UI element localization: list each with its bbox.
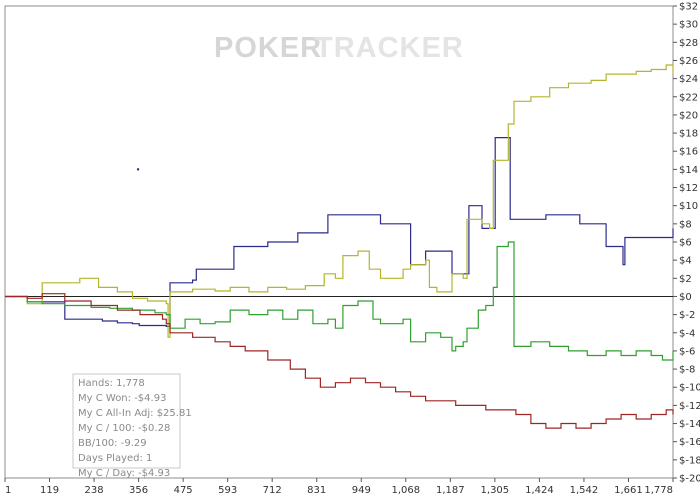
x-tick-label: 475 [174, 485, 193, 496]
y-tick-label: $-6 [679, 346, 695, 357]
y-tick-label: $14 [679, 165, 698, 176]
y-tick-label: $-2 [679, 310, 695, 321]
x-tick-label: 1,068 [391, 485, 420, 496]
y-tick-label: $4 [679, 256, 692, 267]
stats-bb-per-100: BB/100: -9.29 [78, 438, 147, 449]
y-tick-label: $28 [679, 38, 698, 49]
x-tick-label: 1,187 [436, 485, 465, 496]
y-tick-label: $-10 [679, 383, 700, 394]
x-tick-label: 356 [129, 485, 148, 496]
y-tick-label: $18 [679, 129, 698, 140]
x-tick-label: 1,542 [570, 485, 599, 496]
y-tick-label: $32 [679, 2, 698, 13]
data-marker-dot [136, 168, 140, 171]
series-line-3 [5, 241, 674, 361]
y-tick-label: $-14 [679, 419, 700, 430]
series-line-4 [5, 293, 674, 429]
marker-layer [136, 168, 140, 171]
x-tick-label: 1,305 [481, 485, 510, 496]
x-axis: 1 119 238 356 475 593 712 831 949 1,068 1,187 1,305… [4, 478, 674, 496]
stats-per-100: My C / 100: -$0.28 [78, 423, 170, 434]
x-tick-label: 119 [40, 485, 59, 496]
pokertracker-watermark: POKER TRACKER [214, 32, 464, 64]
y-tick-label: $20 [679, 110, 698, 121]
stats-won: My C Won: -$4.93 [78, 393, 166, 404]
series-line-2 [5, 64, 674, 338]
x-tick-label: 1,424 [525, 485, 554, 496]
y-tick-label: $16 [679, 147, 698, 158]
y-tick-label: $10 [679, 201, 698, 212]
y-tick-label: $6 [679, 238, 692, 249]
y-tick-label: $-16 [679, 437, 700, 448]
y-tick-label: $-4 [679, 328, 695, 339]
watermark-part-2: TRACKER [315, 32, 464, 64]
x-tick-label: 1 [5, 485, 11, 496]
y-tick-label: $30 [679, 20, 698, 31]
y-tick-label: $26 [679, 56, 698, 67]
stats-hands: Hands: 1,778 [78, 378, 145, 389]
series-layer [5, 64, 674, 429]
y-tick-label: $2 [679, 274, 692, 285]
y-tick-label: $-20 [679, 474, 700, 485]
stats-per-day: My C / Day: -$4.93 [78, 468, 170, 479]
y-tick-label: $12 [679, 183, 698, 194]
y-tick-label: $8 [679, 219, 692, 230]
y-tick-label: $-18 [679, 455, 700, 466]
y-tick-label: $0 [679, 292, 692, 303]
x-tick-label: 1,661 [614, 485, 643, 496]
y-tick-label: $-8 [679, 365, 695, 376]
stats-tooltip-frame [72, 373, 181, 469]
stats-allin-adj: My C All-In Adj: $25.81 [78, 408, 192, 419]
y-axis: $32 $30 $28 $26 $24 $22 $20 $18 $16 $14 $12 $10 $8 $6… [673, 2, 700, 485]
x-tick-label: 831 [307, 485, 326, 496]
series-line-1 [5, 137, 674, 327]
x-tick-label: 593 [218, 485, 237, 496]
y-tick-label: $22 [679, 92, 698, 103]
y-tick-label: $-12 [679, 401, 700, 412]
y-tick-label: $24 [679, 74, 698, 85]
x-tick-label: 1,778 [644, 485, 673, 496]
x-tick-label: 949 [352, 485, 371, 496]
stats-days-played: Days Played: 1 [78, 453, 152, 464]
x-tick-label: 712 [263, 485, 282, 496]
x-tick-label: 238 [85, 485, 104, 496]
stats-tooltip: Hands: 1,778 My C Won: -$4.93 My C All-I… [72, 373, 192, 479]
watermark-part-1: POKER [214, 32, 322, 64]
